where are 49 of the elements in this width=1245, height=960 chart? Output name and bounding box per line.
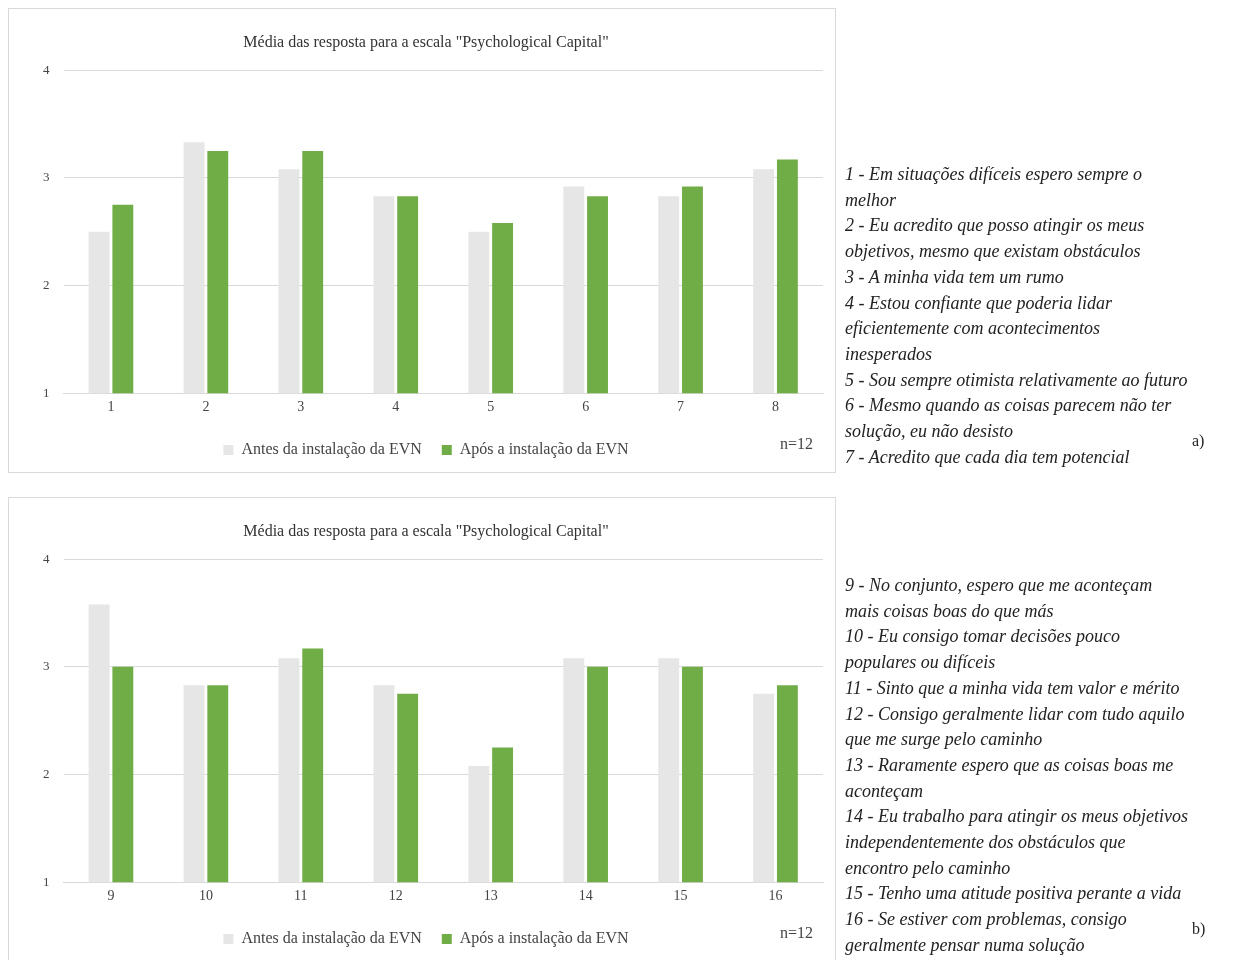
text: 12 - Consigo geralmente lidar com tudo aquilo que me surge pelo caminho xyxy=(845,702,1186,752)
text: 9 - No conjunto, espero que me aconteçam mais coisas boas do que más xyxy=(845,574,1154,623)
text: n=12 xyxy=(779,924,813,942)
legend-label: Após a instalação da EVN xyxy=(459,929,630,948)
text: 10 - Eu consigo tomar decisões pouco populares ou difíceis xyxy=(845,625,1121,675)
text: b) xyxy=(1192,920,1206,938)
text: 7 - Acredito que cada dia tem potencial xyxy=(845,445,1131,469)
legend-label: Antes da instalação da EVN xyxy=(241,440,423,459)
x-tick-label: 15 xyxy=(673,888,688,904)
y-tick-label: 4 xyxy=(43,550,50,566)
text: 13 - Raramente espero que as coisas boas me aconteçam xyxy=(845,753,1175,803)
x-tick-label: 9 xyxy=(107,888,115,904)
text: 6 - Mesmo quando as coisas parecem não ter solução, eu não desisto xyxy=(845,394,1173,444)
x-tick-label: 7 xyxy=(677,399,685,415)
text: 2 - Eu acredito que posso atingir os meus objetivos, mesmo que existam obstáculos xyxy=(845,214,1146,264)
text: 16 - Se estiver com problemas, consigo geralmente pensar numa solução xyxy=(845,908,1128,957)
text: 4 - Estou confiante que poderia lidar eficientemente com acontecimentos inesperados xyxy=(845,291,1113,366)
x-tick-label: 13 xyxy=(483,888,498,904)
text: n=12 xyxy=(779,435,813,453)
x-tick-label: 2 xyxy=(202,399,210,415)
y-tick-label: 3 xyxy=(43,169,50,185)
y-tick-label: 1 xyxy=(43,873,50,889)
x-tick-label: 10 xyxy=(198,888,213,904)
legend-label: Antes da instalação da EVN xyxy=(241,929,423,948)
x-tick-label: 4 xyxy=(392,399,400,415)
x-tick-label: 6 xyxy=(582,399,590,415)
text: 5 - Sou sempre otimista relativamente ao futuro xyxy=(845,368,1189,392)
x-tick-label: 12 xyxy=(388,888,403,904)
chart-title: Média das resposta para a escala "Psychological Capital" xyxy=(243,521,609,540)
text: 11 - Sinto que a minha vida tem valor e mérito xyxy=(845,676,1181,700)
legend-label: Após a instalação da EVN xyxy=(459,440,630,459)
x-tick-label: 5 xyxy=(487,399,495,415)
x-tick-label: 16 xyxy=(768,888,783,904)
x-tick-label: 3 xyxy=(297,399,305,415)
y-tick-label: 4 xyxy=(43,61,50,77)
x-tick-label: 14 xyxy=(578,888,593,904)
y-tick-label: 2 xyxy=(43,276,50,292)
y-tick-label: 2 xyxy=(43,765,50,781)
y-tick-label: 3 xyxy=(43,658,50,674)
chart-title: Média das resposta para a escala "Psychological Capital" xyxy=(243,32,609,51)
text: 3 - A minha vida tem um rumo xyxy=(845,265,1065,289)
text: 14 - Eu trabalho para atingir os meus objetivos independentemente dos obstáculos que encontro pelo caminho xyxy=(845,805,1189,880)
x-tick-label: 8 xyxy=(772,399,780,415)
x-tick-label: 1 xyxy=(107,399,115,415)
y-tick-label: 1 xyxy=(43,384,50,400)
x-tick-label: 11 xyxy=(294,888,308,904)
text: 15 - Tenho uma atitude positiva perante a vida xyxy=(845,882,1183,906)
text: 1 - Em situações difíceis espero sempre o melhor xyxy=(845,163,1144,212)
text: a) xyxy=(1192,432,1205,450)
